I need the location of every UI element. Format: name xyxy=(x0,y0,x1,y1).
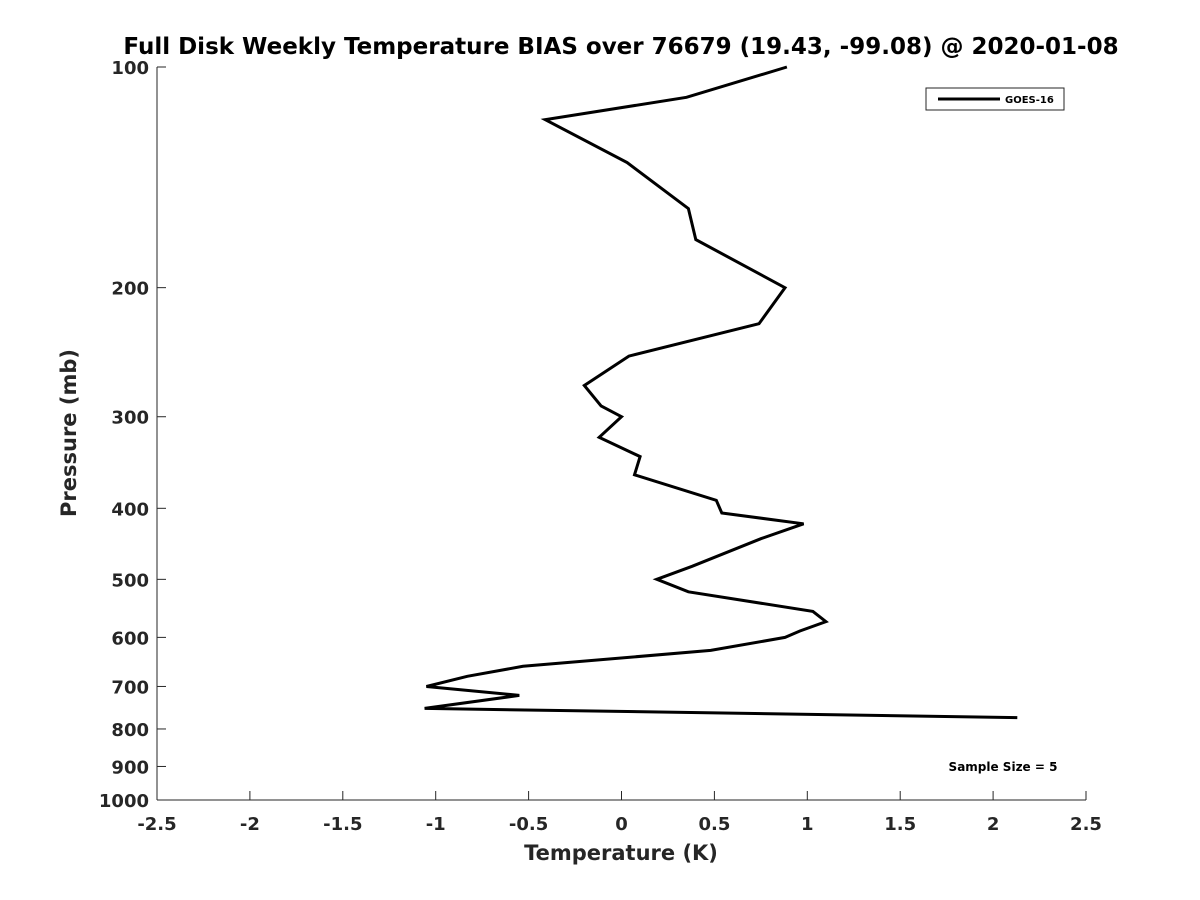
legend: GOES-16 xyxy=(925,87,1065,111)
legend-label-goes-16: GOES-16 xyxy=(1005,95,1054,106)
sample-size-annotation: Sample Size = 5 xyxy=(949,760,1058,774)
y-tick-label: 500 xyxy=(111,570,149,591)
x-tick-label: -2.5 xyxy=(137,814,176,835)
x-tick-label: 2 xyxy=(987,814,1000,835)
series-line-goes-16 xyxy=(424,65,1018,720)
x-tick-label: -0.5 xyxy=(509,814,548,835)
y-tick-label: 200 xyxy=(111,279,149,300)
y-tick-label: 700 xyxy=(111,677,149,698)
y-tick-label: 400 xyxy=(111,499,149,520)
x-tick-label: 0 xyxy=(615,814,628,835)
x-tick-label: -1 xyxy=(426,814,446,835)
y-tick-label: 800 xyxy=(111,720,149,741)
x-tick-label: 0.5 xyxy=(698,814,730,835)
x-axis-label: Temperature (K) xyxy=(524,841,718,865)
y-tick-label: 1000 xyxy=(99,791,149,812)
y-tick-label: 300 xyxy=(111,408,149,429)
y-axis-ticks: 100 200 300 400 500 600 700 800 900 1000 xyxy=(99,58,166,812)
x-tick-label: 1.5 xyxy=(884,814,916,835)
series-layer xyxy=(424,65,1018,720)
y-axis-label: Pressure (mb) xyxy=(57,349,81,517)
x-tick-label: 2.5 xyxy=(1070,814,1102,835)
x-axis-ticks: -2.5 -2 -1.5 -1 -0.5 0 0.5 1 1.5 2 2.5 xyxy=(137,791,1102,835)
x-tick-label: -2 xyxy=(240,814,260,835)
chart-title: Full Disk Weekly Temperature BIAS over 7… xyxy=(123,34,1118,60)
plot-area xyxy=(157,67,1086,800)
y-tick-label: 100 xyxy=(111,58,149,79)
y-tick-label: 900 xyxy=(111,757,149,778)
x-tick-label: 1 xyxy=(801,814,814,835)
x-tick-label: -1.5 xyxy=(323,814,362,835)
y-tick-label: 600 xyxy=(111,628,149,649)
